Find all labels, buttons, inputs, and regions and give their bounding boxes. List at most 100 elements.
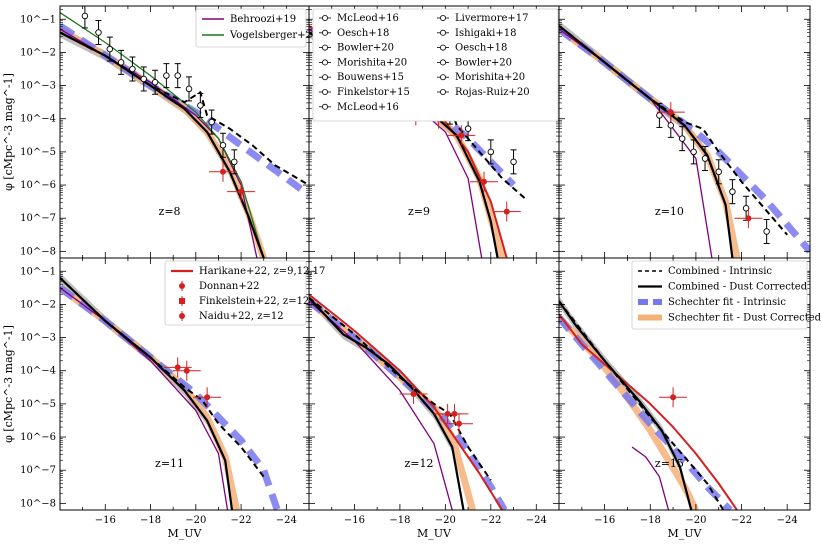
legend-label: Morishita+20 <box>455 72 525 83</box>
plot-area <box>559 20 810 258</box>
panel-4: −16 −18 −20 −22 −24 M_UV 10^−1 10^−2 10^−3 10^−4 1… <box>2 257 325 540</box>
obs-point <box>729 188 736 195</box>
redshift-label: z=8 <box>159 205 181 218</box>
redshift-label: z=11 <box>155 457 184 470</box>
redshift-label: z=15 <box>655 457 684 470</box>
y-tick-label: 10^−2 <box>20 47 56 58</box>
x-axis-label: M_UV <box>668 527 703 540</box>
legend-label: Rojas-Ruiz+20 <box>455 87 530 98</box>
legend-label: Schechter fit - Intrinsic <box>668 297 786 308</box>
series-combined-intrinsic <box>60 31 309 186</box>
series-combined-dust-corrected <box>309 297 465 510</box>
series-schechter-fit-intrinsic <box>60 22 309 198</box>
panel-6: −16 −18 −20 −22 −24 M_UV z=15 Combined - Intrin… <box>558 257 822 540</box>
plot-area <box>309 292 508 510</box>
legend-marker <box>179 283 185 289</box>
x-tick-label: −20 <box>685 515 706 526</box>
legend-marker <box>321 44 328 51</box>
x-tick-label: −22 <box>731 515 752 526</box>
y-tick-label: 10^−4 <box>20 114 56 125</box>
series-combined-dust-corrected <box>559 25 734 258</box>
x-tick-label: −16 <box>344 515 365 526</box>
red-point <box>745 215 752 222</box>
obs-point <box>701 155 709 162</box>
legend-label: Ishigaki+18 <box>455 28 516 39</box>
obs-point <box>487 148 495 156</box>
series-combined-intrinsic <box>309 297 492 481</box>
obs-point <box>117 59 125 66</box>
series-behroozi-19 <box>631 446 670 510</box>
plot-area <box>60 6 309 258</box>
y-tick-label: 10^−2 <box>20 299 56 310</box>
dust-band <box>60 27 264 258</box>
obs-point <box>510 158 517 166</box>
obs-point <box>95 29 102 36</box>
x-tick-label: −20 <box>185 515 206 526</box>
series-harikane-22-z-9-12-17 <box>309 293 504 510</box>
redshift-label: z=12 <box>404 457 433 470</box>
y-tick-label: 10^−3 <box>20 81 56 92</box>
obs-point <box>656 112 663 119</box>
legend-recent-data: Harikane+22, z=9,12,17 Donnan+22 Finkelste… <box>164 260 325 326</box>
legend-label: Bowler+20 <box>337 43 394 54</box>
y-tick-label: 10^−1 <box>20 14 56 25</box>
red-point <box>667 109 674 116</box>
x-tick-label: −24 <box>276 515 297 526</box>
legend-label: Morishita+20 <box>337 57 407 68</box>
legend-label: Donnan+22 <box>199 281 259 292</box>
red-point <box>458 132 465 139</box>
red-point <box>183 367 190 374</box>
series-combined-intrinsic <box>60 277 265 478</box>
legend-label: Bowler+20 <box>455 57 512 68</box>
x-tick-label: −22 <box>480 515 501 526</box>
y-tick-label: 10^−3 <box>20 333 56 344</box>
plot-area <box>60 272 281 510</box>
red-point <box>204 394 211 401</box>
y-tick-label: 10^−1 <box>20 266 56 277</box>
legend-box <box>312 8 559 122</box>
legend-marker <box>439 74 446 81</box>
obs-point <box>151 79 159 86</box>
legend-models: Behroozi+19 Vogelsberger+20 <box>195 8 318 48</box>
legend-marker <box>179 298 185 304</box>
x-tick-label: −18 <box>140 515 161 526</box>
redshift-label: z=10 <box>655 205 684 218</box>
series-harikane-22-z-9-12-17 <box>559 313 738 510</box>
legend-marker <box>321 29 328 36</box>
panel-1: 10^−1 10^−2 10^−3 10^−4 10^−5 10^−6 10^−7 10^−8… <box>2 5 318 259</box>
y-tick-label: 10^−5 <box>20 147 56 158</box>
legend-marker <box>321 103 328 110</box>
panel-5: −16 −18 −20 −22 −24 M_UV z=12 <box>308 257 560 540</box>
obs-point <box>197 102 204 109</box>
red-point <box>219 168 226 175</box>
y-tick-label: 10^−5 <box>20 399 56 410</box>
plot-area <box>559 296 738 510</box>
legend-marker <box>321 89 328 96</box>
x-tick-label: −16 <box>594 515 615 526</box>
y-tick-label: 10^−7 <box>20 213 56 224</box>
dust-band <box>309 292 464 510</box>
series-behroozi-19 <box>309 300 453 510</box>
x-tick-label: −20 <box>435 515 456 526</box>
x-tick-label: −18 <box>640 515 661 526</box>
obs-point <box>678 135 686 142</box>
red-point <box>238 188 245 195</box>
obs-point <box>106 45 114 53</box>
obs-point <box>464 125 472 132</box>
x-axis-label: M_UV <box>168 527 203 540</box>
legend-label: Livermore+17 <box>455 13 529 24</box>
x-axis-label: M_UV <box>417 527 452 540</box>
x-tick-label: −24 <box>526 515 547 526</box>
obs-point <box>163 72 170 79</box>
legend-label: Combined - Intrinsic <box>668 266 772 277</box>
series-behroozi-19 <box>559 28 713 258</box>
x-tick-label: −16 <box>95 515 116 526</box>
y-axis-label: φ [cMpc^-3 mag^-1] <box>2 325 15 443</box>
panel-frame <box>558 5 811 259</box>
red-point <box>670 394 677 401</box>
legend-label: Vogelsberger+20 <box>229 30 318 41</box>
obs-point <box>174 72 181 79</box>
panel-3: z=10 <box>558 5 811 259</box>
obs-point <box>231 158 238 166</box>
